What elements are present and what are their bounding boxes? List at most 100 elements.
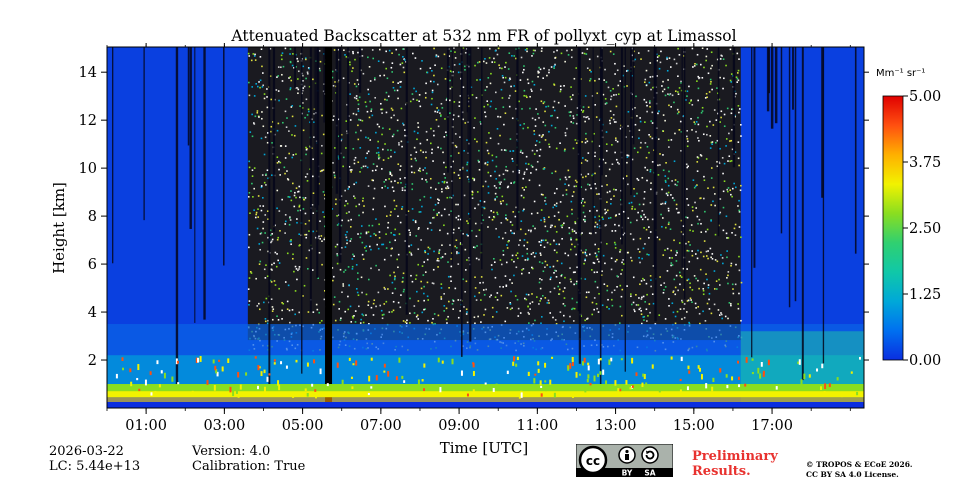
noise-dot <box>287 284 290 287</box>
noise-dot <box>381 187 383 189</box>
noise-dot <box>413 87 415 90</box>
noise-dot <box>464 290 466 293</box>
aerosol-speckle <box>856 391 859 396</box>
noise-dot <box>459 243 462 245</box>
noise-dot <box>355 85 358 88</box>
noise-dot <box>738 199 740 202</box>
noise-dot <box>582 198 584 200</box>
noise-dot <box>360 232 362 235</box>
noise-dot <box>489 296 491 298</box>
noise-dot <box>473 295 476 298</box>
noise-dot <box>493 261 496 264</box>
noise-dot <box>509 302 512 304</box>
aerosol-speckle <box>263 369 266 374</box>
noise-dot <box>569 267 571 269</box>
noise-dot <box>483 206 485 209</box>
noise-dot <box>576 114 578 116</box>
noise-dot <box>651 293 654 296</box>
noise-dot <box>312 311 315 313</box>
noise-dot <box>585 138 587 140</box>
noise-dot <box>370 306 373 309</box>
noise-dot <box>285 98 288 100</box>
noise-dot <box>629 221 632 224</box>
noise-dot <box>679 274 682 277</box>
noise-dot <box>698 218 701 221</box>
noise-dot <box>349 226 352 228</box>
noise-dot <box>278 210 281 212</box>
noise-dot <box>259 86 261 89</box>
aerosol-speckle <box>360 386 363 391</box>
noise-dot <box>344 234 347 236</box>
noise-dot <box>446 134 448 137</box>
noise-dot <box>514 90 517 92</box>
noise-dot <box>413 305 416 307</box>
noise-dot <box>661 202 664 205</box>
noise-dot <box>573 185 576 188</box>
aerosol-speckle <box>221 366 224 372</box>
noise-dot <box>591 140 594 143</box>
noise-dot <box>619 251 621 253</box>
noise-dot <box>515 107 517 110</box>
noise-dot <box>584 259 586 262</box>
noise-dot <box>506 219 509 221</box>
noise-dot <box>740 319 742 322</box>
noise-dot <box>460 77 462 80</box>
dropout-streak <box>358 47 362 93</box>
noise-dot <box>575 142 578 144</box>
noise-dot <box>474 117 476 119</box>
noise-dot <box>677 75 679 78</box>
aerosol-speckle <box>144 379 147 386</box>
noise-dot <box>490 72 492 75</box>
aerosol-speckle <box>150 392 153 396</box>
noise-dot <box>294 265 297 268</box>
noise-dot <box>687 204 690 206</box>
noise-dot <box>319 60 322 63</box>
noise-dot <box>521 108 523 110</box>
noise-dot <box>516 252 519 254</box>
aerosol-speckle <box>658 388 661 393</box>
noise-dot <box>341 291 343 294</box>
noise-dot <box>737 104 740 107</box>
noise-dot <box>350 169 353 171</box>
noise-dot <box>696 161 699 163</box>
noise-dot <box>721 257 724 259</box>
noise-dot <box>597 250 600 253</box>
noise-dot <box>353 315 355 317</box>
noise-dot <box>596 271 598 274</box>
noise-dot <box>504 66 506 68</box>
noise-dot <box>498 64 500 67</box>
noise-dot <box>443 224 445 227</box>
noise-dot <box>607 298 609 301</box>
noise-dot <box>399 81 401 83</box>
noise-dot <box>506 244 508 246</box>
noise-dot <box>502 173 505 176</box>
noise-dot <box>638 129 641 131</box>
noise-dot <box>700 251 702 254</box>
noise-dot <box>446 196 449 199</box>
noise-dot <box>525 162 527 165</box>
noise-dot <box>643 81 646 84</box>
noise-dot <box>264 136 267 139</box>
noise-dot <box>321 114 323 117</box>
noise-dot <box>387 221 390 224</box>
noise-dot <box>381 243 383 246</box>
noise-dot <box>497 142 500 145</box>
noise-dot <box>453 228 455 231</box>
noise-dot <box>457 215 460 217</box>
noise-dot <box>553 215 556 217</box>
noise-dot <box>483 105 486 108</box>
noise-dot <box>570 200 573 203</box>
noise-dot <box>468 65 470 68</box>
noise-dot <box>538 66 540 69</box>
noise-dot <box>457 316 460 319</box>
noise-dot <box>726 256 728 259</box>
noise-dot <box>396 258 398 261</box>
noise-dot <box>248 191 251 194</box>
dropout-streak <box>347 47 350 186</box>
noise-dot <box>738 111 740 114</box>
noise-dot <box>436 259 439 262</box>
noise-dot <box>678 129 681 131</box>
noise-dot <box>613 289 616 292</box>
aerosol-speckle <box>121 357 124 361</box>
noise-dot <box>404 240 407 242</box>
